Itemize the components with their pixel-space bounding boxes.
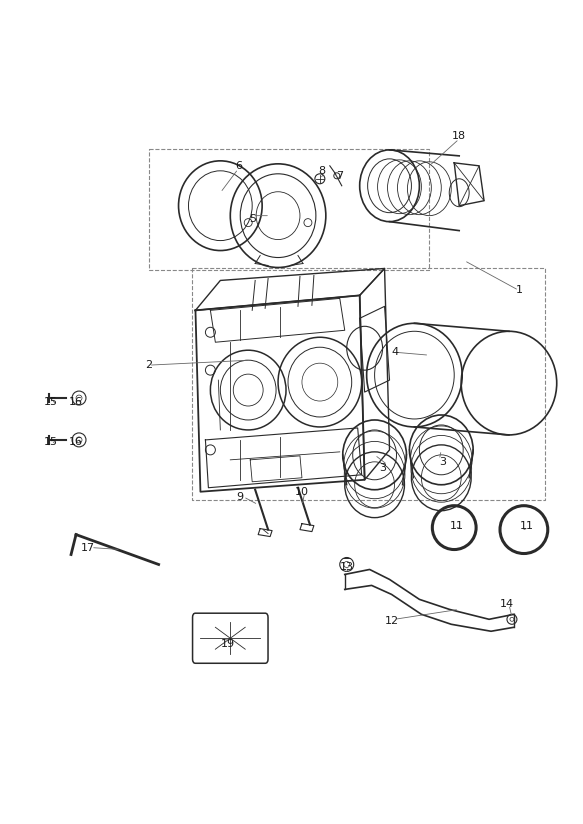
Text: 18: 18 — [452, 131, 466, 141]
Text: 17: 17 — [81, 542, 95, 553]
Text: 1: 1 — [515, 285, 522, 296]
Text: 3: 3 — [439, 456, 446, 467]
Text: 6: 6 — [235, 161, 242, 171]
Text: 19: 19 — [221, 639, 236, 649]
Text: 9: 9 — [237, 492, 244, 502]
Text: 15: 15 — [44, 437, 58, 447]
Text: 11: 11 — [450, 521, 464, 531]
Text: 14: 14 — [500, 599, 514, 610]
Text: 3: 3 — [379, 463, 386, 473]
Text: 8: 8 — [318, 166, 325, 176]
Text: 16: 16 — [69, 437, 83, 447]
Text: 15: 15 — [44, 397, 58, 407]
Text: 12: 12 — [384, 616, 399, 626]
Text: 11: 11 — [520, 521, 534, 531]
Text: 16: 16 — [69, 397, 83, 407]
Text: 4: 4 — [391, 347, 398, 357]
Text: 13: 13 — [340, 563, 354, 573]
Text: 5: 5 — [249, 213, 256, 223]
Text: 7: 7 — [336, 171, 343, 180]
Text: 2: 2 — [145, 360, 152, 370]
Text: 10: 10 — [295, 487, 309, 497]
